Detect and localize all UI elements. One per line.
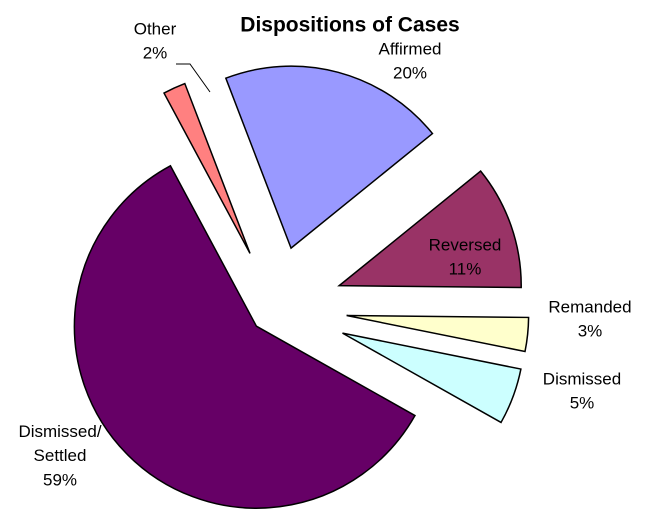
pie-slice: [163, 82, 251, 254]
pie-slice: [342, 332, 522, 424]
slice-value-label: 3%: [578, 321, 603, 340]
slice-label-line: Dismissed/: [18, 422, 101, 441]
slice-value-label: 11%: [449, 259, 482, 278]
slice-value-label: 59%: [43, 470, 77, 489]
slice-value-label: 2%: [143, 43, 168, 62]
slice-label: Affirmed: [379, 39, 442, 58]
slice-label: Dismissed/Settled: [18, 422, 101, 465]
slice-label: Dismissed: [543, 369, 621, 388]
pie-slice: [224, 65, 434, 250]
chart-title: Dispositions of Cases: [240, 14, 459, 37]
slice-label: Reversed: [429, 235, 502, 254]
slice-value-label: 5%: [570, 393, 595, 412]
pie-slice: [73, 164, 417, 509]
slice-label-line: Settled: [34, 446, 87, 465]
pie-slice: [337, 170, 522, 289]
slice-value-label: 20%: [393, 63, 427, 82]
slice-label: Remanded: [548, 297, 631, 316]
leader-line: [176, 63, 211, 93]
pie-slice: [346, 314, 530, 353]
slice-label: Other: [134, 19, 177, 38]
